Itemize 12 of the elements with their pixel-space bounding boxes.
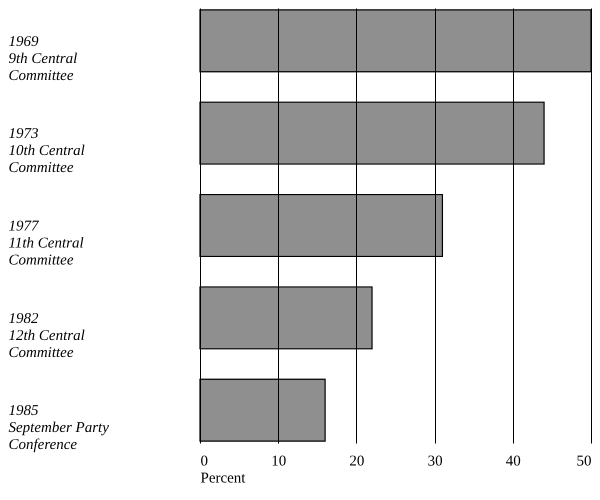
- y-tick-label: 1985 September Party Conference: [8, 403, 110, 454]
- x-axis-title: Percent: [200, 470, 246, 486]
- y-tick-label: 1977 11th Central Committee: [8, 218, 84, 268]
- x-tick-label: 0: [200, 454, 208, 470]
- x-tick-label: 10: [271, 454, 286, 470]
- y-tick-label: 1973 10th Central Committee: [8, 126, 85, 176]
- x-tick-label: 30: [428, 454, 443, 470]
- y-tick-label: 1982 12th Central Committee: [8, 310, 85, 361]
- x-tick-label: 40: [506, 454, 521, 470]
- y-tick-label: 1969 9th Central Committee: [8, 34, 78, 84]
- x-tick-label: 50: [576, 454, 592, 470]
- x-tick-label: 20: [349, 454, 364, 470]
